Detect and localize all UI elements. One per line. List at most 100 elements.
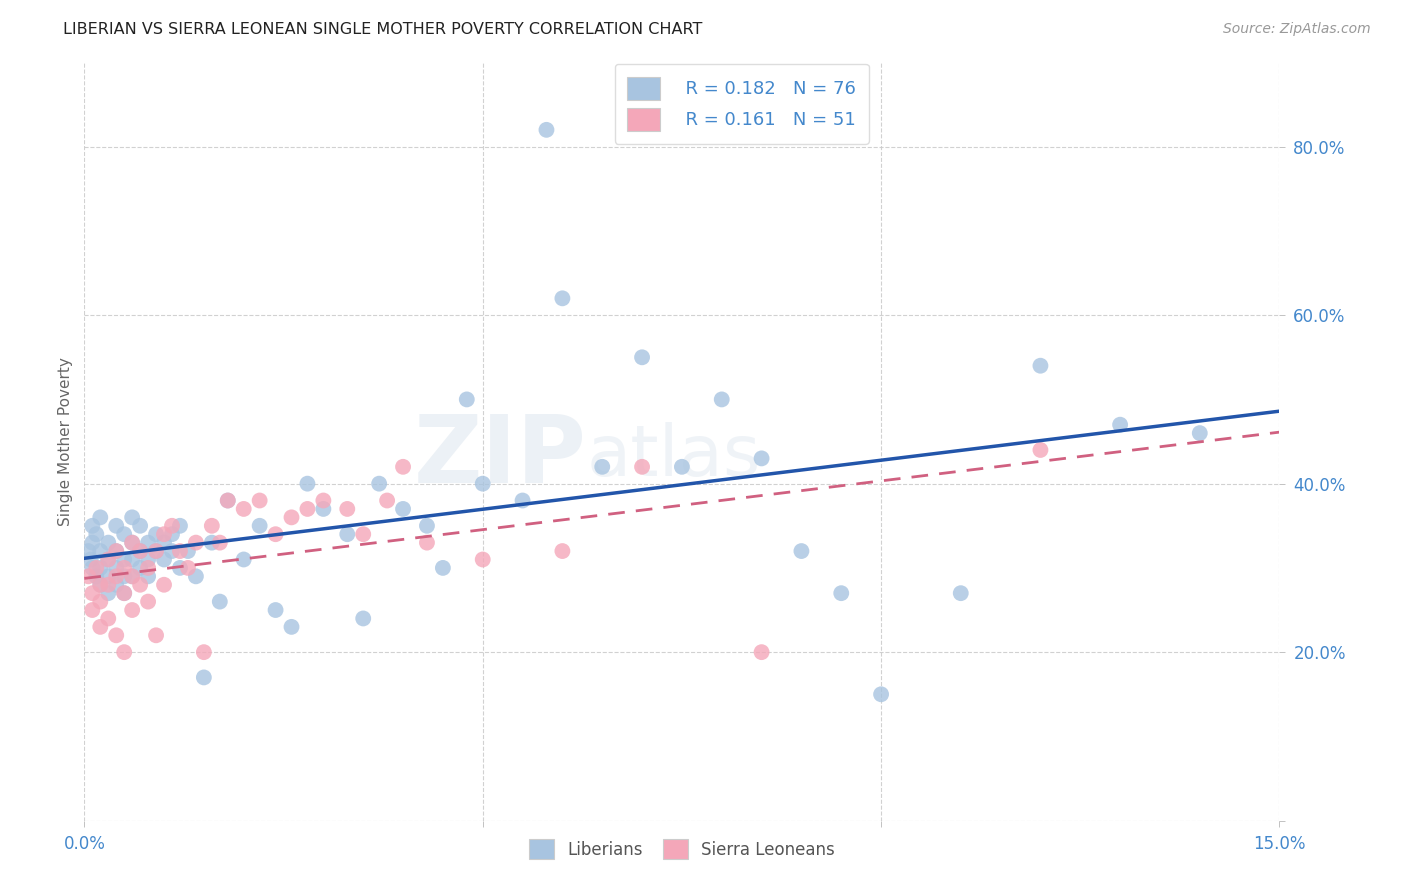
Point xyxy=(184,569,207,583)
Point xyxy=(97,569,120,583)
Point xyxy=(82,603,104,617)
Point xyxy=(375,493,398,508)
Point xyxy=(169,561,191,575)
Point xyxy=(392,502,415,516)
Point xyxy=(217,493,239,508)
Point xyxy=(631,459,654,474)
Point xyxy=(280,620,302,634)
Point xyxy=(121,535,143,549)
Point xyxy=(97,578,120,592)
Point xyxy=(145,544,167,558)
Point xyxy=(82,561,104,575)
Y-axis label: Single Mother Poverty: Single Mother Poverty xyxy=(58,357,73,526)
Point xyxy=(297,476,319,491)
Point xyxy=(1029,442,1052,457)
Point xyxy=(551,291,574,305)
Point xyxy=(121,603,143,617)
Point xyxy=(751,451,773,466)
Text: Source: ZipAtlas.com: Source: ZipAtlas.com xyxy=(1223,22,1371,37)
Point xyxy=(136,561,159,575)
Point xyxy=(1109,417,1132,432)
Point xyxy=(129,578,152,592)
Point xyxy=(312,493,335,508)
Point xyxy=(512,493,534,508)
Point xyxy=(82,586,104,600)
Point xyxy=(97,535,120,549)
Legend: Liberians, Sierra Leoneans: Liberians, Sierra Leoneans xyxy=(522,833,842,865)
Point xyxy=(86,561,108,575)
Point xyxy=(129,561,152,575)
Point xyxy=(184,535,207,549)
Point xyxy=(949,586,972,600)
Point xyxy=(591,459,613,474)
Text: atlas: atlas xyxy=(586,422,761,491)
Point xyxy=(710,392,733,407)
Point xyxy=(153,578,176,592)
Point xyxy=(160,544,183,558)
Point xyxy=(82,518,104,533)
Point xyxy=(121,535,143,549)
Point xyxy=(297,502,319,516)
Point xyxy=(89,510,111,524)
Point xyxy=(471,552,494,566)
Point xyxy=(121,569,143,583)
Point xyxy=(232,552,254,566)
Point xyxy=(177,561,200,575)
Point xyxy=(112,586,135,600)
Point xyxy=(89,578,111,592)
Point xyxy=(416,535,439,549)
Point xyxy=(352,527,374,541)
Point xyxy=(432,561,454,575)
Point xyxy=(312,502,335,516)
Point xyxy=(97,552,120,566)
Point xyxy=(456,392,478,407)
Point xyxy=(392,459,415,474)
Point xyxy=(129,518,152,533)
Point xyxy=(232,502,254,516)
Point xyxy=(112,552,135,566)
Point xyxy=(145,527,167,541)
Point xyxy=(105,518,128,533)
Point xyxy=(671,459,693,474)
Text: LIBERIAN VS SIERRA LEONEAN SINGLE MOTHER POVERTY CORRELATION CHART: LIBERIAN VS SIERRA LEONEAN SINGLE MOTHER… xyxy=(63,22,703,37)
Point xyxy=(193,645,215,659)
Point xyxy=(249,518,271,533)
Point xyxy=(208,594,231,608)
Point xyxy=(153,527,176,541)
Point xyxy=(264,527,287,541)
Point xyxy=(136,552,159,566)
Point xyxy=(77,544,100,558)
Point xyxy=(121,569,143,583)
Point xyxy=(631,351,654,365)
Point xyxy=(416,518,439,533)
Point xyxy=(1029,359,1052,373)
Point xyxy=(112,569,135,583)
Point xyxy=(145,544,167,558)
Point xyxy=(336,527,359,541)
Point xyxy=(105,578,128,592)
Point xyxy=(105,569,128,583)
Point xyxy=(201,535,224,549)
Point xyxy=(105,628,128,642)
Point xyxy=(751,645,773,659)
Point xyxy=(208,535,231,549)
Point xyxy=(336,502,359,516)
Point xyxy=(121,552,143,566)
Point xyxy=(551,544,574,558)
Point xyxy=(89,544,111,558)
Point xyxy=(112,527,135,541)
Point xyxy=(870,687,893,701)
Point xyxy=(790,544,813,558)
Point xyxy=(82,535,104,549)
Point xyxy=(217,493,239,508)
Point xyxy=(136,569,159,583)
Point xyxy=(153,552,176,566)
Point xyxy=(129,544,152,558)
Point xyxy=(97,611,120,625)
Point xyxy=(97,586,120,600)
Point xyxy=(105,561,128,575)
Point xyxy=(89,620,111,634)
Point xyxy=(153,535,176,549)
Point xyxy=(89,578,111,592)
Point xyxy=(77,569,100,583)
